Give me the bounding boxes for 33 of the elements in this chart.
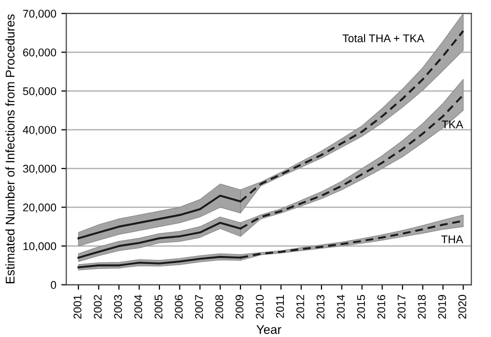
x-tick-label: 2017	[398, 295, 406, 319]
x-tick-label: 2005	[154, 294, 162, 319]
series-label: TKA	[442, 120, 464, 128]
x-tick-label: 2002	[94, 295, 102, 319]
x-tick-label: 2014	[336, 294, 345, 319]
x-tick-label: 2004	[134, 294, 142, 319]
y-tick-label: 50,000	[23, 87, 56, 96]
y-tick-label: 30,000	[23, 164, 56, 174]
x-tick-label: 2006	[174, 294, 183, 319]
x-tick-label: 2012	[296, 295, 304, 319]
y-tick-label: 40,000	[22, 126, 56, 136]
y-tick-label: 10,000	[23, 242, 56, 252]
x-tick-label: 2007	[195, 295, 203, 319]
x-tick-label: 2020	[458, 294, 466, 319]
x-tick-label: 2008	[215, 294, 224, 319]
x-tick-label: 2016	[377, 294, 386, 319]
x-tick-label: 2015	[357, 294, 365, 319]
y-tick-label: 60,000	[23, 48, 56, 58]
x-tick-label: 2011	[276, 295, 284, 318]
x-tick-label: 2009	[236, 295, 244, 319]
y-tick-label: 20,000	[23, 204, 56, 213]
x-tick-label: 2003	[114, 294, 122, 319]
text: Total THA + TKA	[342, 34, 424, 42]
y-tick-label: 0	[50, 281, 56, 289]
x-axis-title: Year	[256, 325, 282, 334]
y-axis-title: Estimated Number of Infections from Procedures	[5, 14, 15, 284]
x-tick-label: 2010	[256, 294, 264, 319]
y-tick-label: 70,000	[23, 10, 56, 19]
series-label: THA	[441, 235, 464, 244]
x-tick-label: 2019	[438, 295, 446, 319]
x-tick-label: 2018	[418, 294, 426, 319]
x-tick-label: 2013	[316, 294, 324, 319]
x-tick-label: 2001	[74, 295, 82, 319]
